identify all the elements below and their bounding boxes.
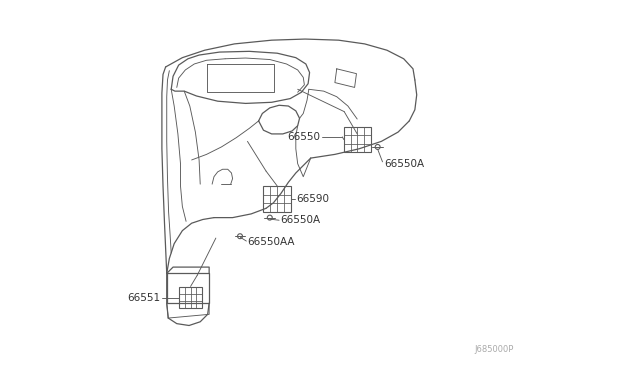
- Text: 66550: 66550: [288, 132, 321, 142]
- Text: 66551: 66551: [127, 293, 161, 302]
- Text: 66590: 66590: [296, 194, 329, 204]
- Text: 66550A: 66550A: [280, 215, 321, 225]
- Bar: [179, 287, 202, 308]
- Text: 66550A: 66550A: [384, 159, 424, 169]
- Text: 66550AA: 66550AA: [248, 237, 295, 247]
- Bar: [344, 128, 371, 152]
- Text: J685000P: J685000P: [474, 345, 514, 354]
- Bar: [263, 186, 291, 212]
